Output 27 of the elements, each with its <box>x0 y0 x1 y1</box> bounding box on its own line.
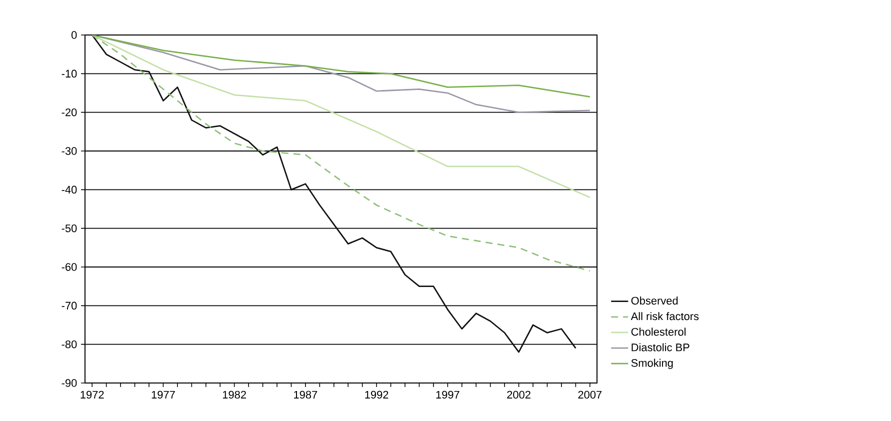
y-tick-label: -60 <box>62 263 77 271</box>
legend-label: All risk factors <box>630 312 699 320</box>
x-tick-label: 1977 <box>152 390 175 399</box>
x-tick-label: 1982 <box>222 390 246 399</box>
y-tick-label: -50 <box>62 224 77 232</box>
y-tick-label: -30 <box>62 147 77 155</box>
y-tick-label: -80 <box>62 340 77 348</box>
y-tick-label: 0 <box>71 31 77 39</box>
line-series <box>91 35 591 272</box>
line-series <box>91 35 591 198</box>
x-tick-label: 2007 <box>578 390 602 399</box>
x-tick-label: 1987 <box>294 390 318 399</box>
x-tick-label: 1997 <box>436 390 460 399</box>
legend-label: Cholesterol <box>631 328 686 336</box>
line-series <box>91 35 591 98</box>
legend-label: Observed <box>631 296 678 305</box>
line-series <box>91 35 591 114</box>
y-tick-label: -10 <box>62 70 77 78</box>
legend-label: Diastolic BP <box>632 343 690 352</box>
legend-label: Smoking <box>631 358 673 369</box>
y-tick-label: -70 <box>62 302 77 310</box>
y-tick-label: -40 <box>62 186 77 194</box>
x-tick-label: 1972 <box>80 390 104 399</box>
x-tick-label: 2002 <box>507 390 530 399</box>
x-tick-label: 1992 <box>365 390 388 399</box>
y-tick-label: -90 <box>62 379 77 387</box>
y-tick-label: -20 <box>62 108 77 116</box>
